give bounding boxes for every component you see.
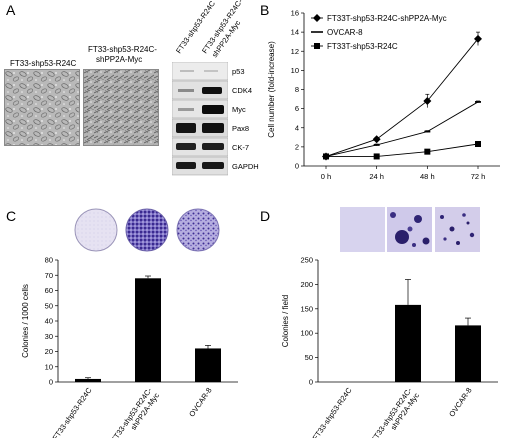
micrograph-right-caption-line2: shPP2A-Myc	[96, 55, 143, 64]
micrograph-right-caption-line1: FT33-shp53-R24C-	[88, 45, 157, 54]
y-tick-label: 10	[291, 66, 299, 75]
y-tick-label: 2	[295, 142, 299, 151]
panel-label-c: C	[6, 208, 17, 224]
legend-label: FT33T-shp53-R24C-shPP2A-Myc	[327, 14, 447, 23]
y-tick-label: 0	[309, 378, 313, 387]
bar	[195, 348, 221, 382]
bar	[135, 278, 161, 382]
x-tick-label: FT33-shp53-R24C	[311, 386, 354, 438]
legend-label: FT33T-shp53-R24C	[327, 42, 398, 51]
y-tick-label: 50	[305, 353, 313, 362]
y-axis-label: Cell number (fold-increase)	[267, 41, 276, 138]
legend-marker	[314, 43, 320, 49]
x-tick-label-line: FT33-shp53-R24C	[311, 386, 354, 438]
blot-row-label: CK-7	[232, 143, 250, 152]
x-tick-label: FT33-shp53-R24C	[51, 386, 94, 438]
micrograph-left-caption: FT33-shp53-R24C	[10, 59, 77, 68]
y-tick-label: 150	[300, 304, 313, 313]
data-point	[424, 148, 431, 155]
y-tick-label: 80	[45, 256, 53, 265]
data-point	[475, 141, 481, 148]
series-line	[325, 38, 479, 157]
y-tick-label: 250	[300, 256, 313, 265]
y-tick-label: 200	[300, 280, 313, 289]
bar	[75, 378, 101, 382]
data-point	[373, 153, 380, 160]
y-tick-label: 100	[300, 329, 313, 338]
bar	[395, 304, 421, 382]
y-tick-label: 60	[45, 286, 53, 295]
panel-label-a: A	[6, 2, 16, 18]
legend-marker	[313, 14, 321, 22]
legend-label: OVCAR-8	[327, 28, 363, 37]
colony-formation-chart: 0 10 20 30 40 50 60 70 80 Colonies / 1000 cells FT…	[21, 256, 238, 438]
y-axis-label: Colonies / field	[281, 295, 290, 347]
y-tick-label: 12	[291, 47, 299, 56]
y-tick-label: 0	[295, 162, 299, 171]
panel-label-d: D	[260, 208, 271, 224]
x-tick-label-line: OVCAR-8	[447, 386, 473, 418]
y-tick-label: 16	[291, 9, 299, 18]
y-tick-label: 50	[45, 301, 53, 310]
series-line	[325, 101, 479, 157]
x-tick-label: OVCAR-8	[187, 386, 213, 418]
data-point	[423, 96, 432, 105]
blot-row-label: Pax8	[232, 124, 250, 133]
micrograph-left	[4, 69, 80, 146]
data-point	[474, 34, 482, 43]
panel-label-b: B	[260, 2, 270, 18]
growth-curve-chart: 0 2 4 6 8 10 12 14 16 0 h 24 h 48 h 72 h Cell number …	[267, 9, 500, 181]
series-line	[326, 143, 479, 157]
x-tick-label: 0 h	[321, 172, 331, 181]
data-point	[372, 135, 381, 144]
data-point	[323, 153, 329, 160]
y-tick-label: 40	[45, 317, 53, 326]
blot-row-label: p53	[232, 67, 245, 76]
y-tick-label: 6	[295, 104, 299, 113]
y-tick-label: 10	[45, 362, 53, 371]
x-tick-label: FT33-shp53-R24C-shPP2A-Myc	[109, 386, 161, 438]
bar	[455, 325, 481, 382]
soft-agar-field-images	[340, 207, 480, 252]
y-tick-label: 14	[291, 28, 299, 37]
blot-row-label: CDK4	[232, 86, 253, 95]
x-tick-label: 24 h	[369, 172, 384, 181]
y-axis-label: Colonies / 1000 cells	[21, 284, 30, 358]
y-tick-label: 8	[295, 85, 299, 94]
x-tick-label: 48 h	[420, 172, 435, 181]
y-tick-label: 20	[45, 347, 53, 356]
micrograph-right	[83, 69, 159, 146]
soft-agar-colony-chart: 0 50 100 150 200 250 Colonies / field FT33-shp5…	[281, 256, 498, 438]
blot-row-labels: p53 CDK4 Myc Pax8 CK-7 GAPDH	[232, 62, 262, 176]
x-tick-label: 72 h	[471, 172, 486, 181]
x-tick-label: FT33-shp53-R24C-shPP2A-Myc	[369, 386, 421, 438]
y-tick-label: 70	[45, 271, 53, 280]
x-tick-label-line: FT33-shp53-R24C	[51, 386, 94, 438]
y-tick-label: 0	[49, 378, 53, 387]
blot-row-label: GAPDH	[232, 162, 259, 171]
y-tick-label: 4	[295, 123, 299, 132]
y-tick-label: 30	[45, 332, 53, 341]
x-tick-label: OVCAR-8	[447, 386, 473, 418]
colony-dish-images	[72, 207, 222, 253]
blot-row-label: Myc	[232, 105, 246, 114]
western-blot	[171, 61, 229, 176]
x-tick-label-line: OVCAR-8	[187, 386, 213, 418]
